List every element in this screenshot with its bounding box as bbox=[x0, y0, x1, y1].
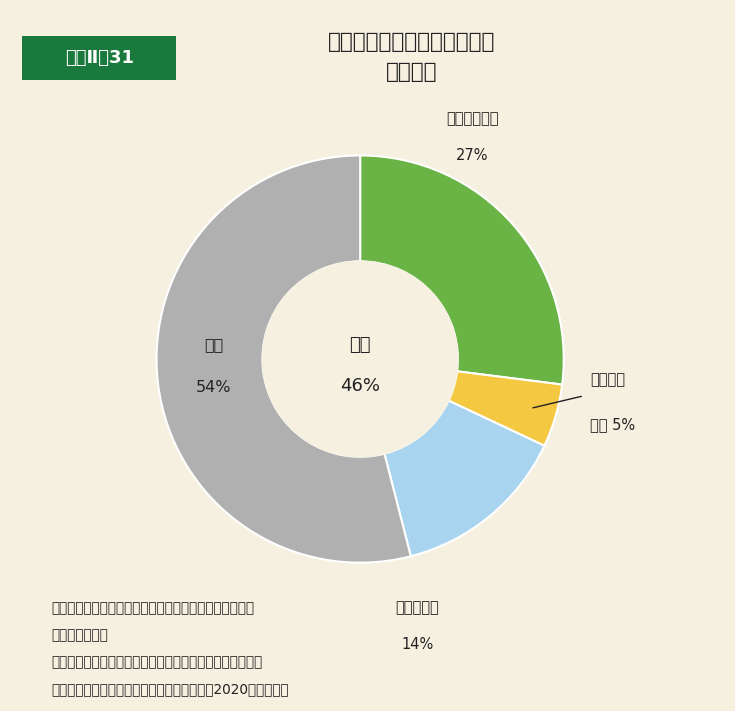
Text: 27%: 27% bbox=[456, 148, 488, 163]
Text: 管理状況: 管理状況 bbox=[386, 62, 437, 82]
Text: 行政が管理: 行政が管理 bbox=[395, 600, 439, 615]
Wedge shape bbox=[157, 156, 411, 562]
Wedge shape bbox=[384, 401, 545, 556]
Text: 54%: 54% bbox=[196, 380, 232, 395]
Text: 資料Ⅱ－31: 資料Ⅱ－31 bbox=[65, 48, 134, 67]
Wedge shape bbox=[360, 156, 564, 385]
Circle shape bbox=[262, 262, 458, 456]
Text: 合を算出。: 合を算出。 bbox=[51, 628, 108, 642]
Text: 消滅集落跡地の森林・林地の: 消滅集落跡地の森林・林地の bbox=[328, 32, 495, 52]
Text: 14%: 14% bbox=[401, 636, 434, 651]
Text: 注：「該当なし」及び「無回答」を除いた合計値から割: 注：「該当なし」及び「無回答」を除いた合計値から割 bbox=[51, 601, 254, 615]
Text: 資料：総務省及び国土交通省「過疎地域等における集落の: 資料：総務省及び国土交通省「過疎地域等における集落の bbox=[51, 655, 262, 669]
Text: 状況に関する現況把握調査」（令和２（2020）年３月）: 状況に関する現況把握調査」（令和２（2020）年３月） bbox=[51, 682, 289, 696]
Text: 元住民が管理: 元住民が管理 bbox=[446, 112, 498, 127]
Text: 他集落が: 他集落が bbox=[590, 373, 625, 387]
Text: 放置: 放置 bbox=[204, 337, 223, 353]
Text: 管理: 管理 bbox=[349, 336, 371, 354]
Text: 46%: 46% bbox=[340, 377, 380, 395]
Wedge shape bbox=[448, 371, 562, 446]
Text: 管理 5%: 管理 5% bbox=[590, 417, 635, 432]
